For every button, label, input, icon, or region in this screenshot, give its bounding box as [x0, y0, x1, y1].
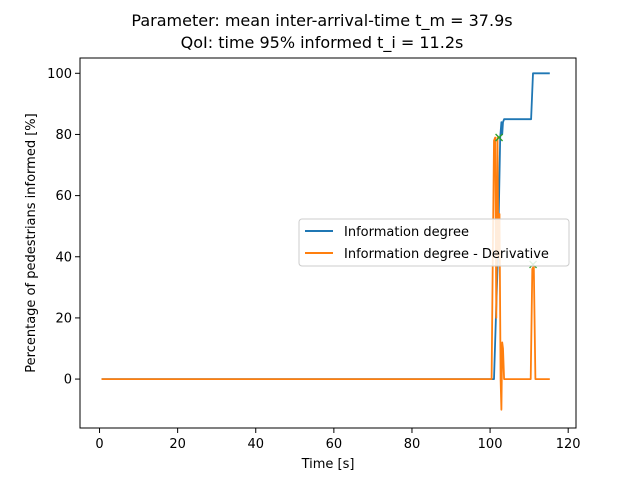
legend-label-derivative: Information degree - Derivative [344, 247, 549, 262]
y-tick-label: 20 [55, 311, 72, 326]
series-line-information-degree [101, 72, 550, 381]
x-tick-label: 40 [247, 437, 264, 452]
y-tick-label: 0 [64, 373, 72, 388]
chart-title-line2: QoI: time 95% informed t_i = 11.2s [181, 33, 464, 53]
legend-box [298, 218, 570, 267]
x-tick-label: 0 [95, 437, 103, 452]
x-tick-label: 60 [326, 437, 343, 452]
x-axis-label: Time [s] [301, 457, 355, 472]
chart-title-line1: Parameter: mean inter-arrival-time t_m =… [131, 11, 512, 31]
y-tick-label: 100 [47, 67, 72, 82]
y-tick-label: 40 [55, 250, 72, 265]
y-axis-label: Percentage of pedestrians informed [%] [24, 113, 39, 372]
x-tick-label: 120 [556, 437, 581, 452]
axis-ticks: 0 20 40 60 80 100 120 0 20 40 60 80 100 [47, 67, 580, 452]
legend: Information degree Information degree - … [298, 218, 570, 267]
y-tick-label: 60 [55, 189, 72, 204]
plot-frame [79, 57, 577, 429]
x-marker [495, 133, 504, 142]
y-tick-label: 80 [55, 128, 72, 143]
x-tick-label: 100 [478, 437, 503, 452]
legend-label-information-degree: Information degree [344, 225, 469, 240]
x-tick-label: 20 [169, 437, 186, 452]
x-tick-label: 80 [404, 437, 421, 452]
